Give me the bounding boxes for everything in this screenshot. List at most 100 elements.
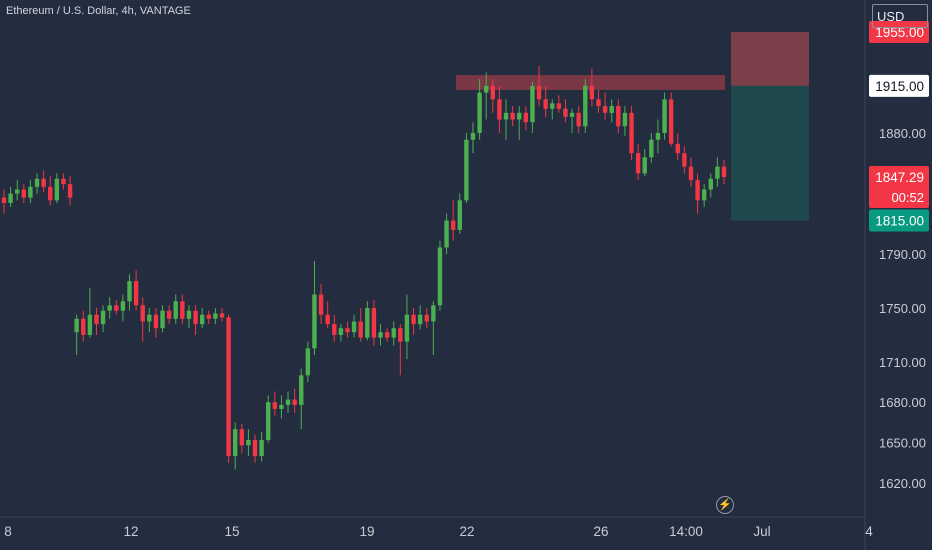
- entry-price-label: 1915.00: [875, 79, 924, 94]
- take-profit-zone[interactable]: [731, 85, 809, 221]
- candle-body: [715, 166, 720, 179]
- candle-body: [444, 220, 449, 248]
- candle-body: [662, 99, 667, 133]
- candle-body: [721, 166, 727, 178]
- candle-body: [34, 178, 40, 187]
- candle-body: [332, 324, 337, 335]
- candle-body: [147, 314, 152, 322]
- candle-body: [470, 133, 476, 140]
- candle-body: [503, 112, 509, 120]
- candle-body: [160, 310, 165, 329]
- stop-loss-zone[interactable]: [731, 32, 809, 86]
- candle-body: [622, 112, 628, 127]
- candle-body: [87, 314, 93, 335]
- candle-body: [8, 193, 13, 203]
- candle-body: [351, 321, 357, 333]
- candle-body: [186, 310, 192, 319]
- time-tick-label: 26: [593, 524, 608, 539]
- candle-body: [345, 328, 350, 333]
- candle-body: [635, 153, 641, 174]
- candle-body: [21, 189, 27, 198]
- candle-body: [133, 281, 139, 306]
- candle-body: [61, 178, 66, 185]
- candle-body: [259, 439, 264, 457]
- candle-body: [404, 314, 410, 342]
- candle-body: [596, 99, 601, 107]
- candle-body: [517, 112, 522, 120]
- candle-body: [523, 112, 529, 123]
- candle-body: [457, 200, 462, 230]
- candle-body: [285, 399, 291, 405]
- symbol-title: Ethereum / U.S. Dollar, 4h, VANTAGE: [6, 5, 191, 17]
- candle-body: [292, 399, 297, 405]
- price-tick-label: 1790.00: [879, 247, 926, 262]
- candle-body: [398, 328, 403, 342]
- time-tick-label: 12: [123, 524, 138, 539]
- candle-body: [649, 139, 654, 158]
- resistance-zone: [456, 75, 725, 90]
- candle-body: [510, 112, 515, 120]
- candle-body: [226, 317, 231, 457]
- price-tick-label: 1680.00: [879, 395, 926, 410]
- candle-body: [688, 166, 694, 181]
- entry-price-label-bg: [869, 74, 929, 97]
- candle-body: [246, 439, 251, 446]
- candle-body: [616, 106, 621, 127]
- candle-body: [140, 305, 145, 322]
- candle-body: [318, 294, 324, 315]
- time-tick-label: 22: [459, 524, 474, 539]
- price-tick-label: 1750.00: [879, 301, 926, 316]
- price-tick-label: 1620.00: [879, 476, 926, 491]
- candle-body: [239, 429, 244, 446]
- current-price-label: 1847.29: [875, 170, 924, 185]
- candle-body: [543, 99, 548, 109]
- currency-selector[interactable]: USD: [872, 4, 928, 28]
- candle-body: [655, 133, 661, 140]
- candle-body: [490, 85, 496, 100]
- stop-price-label: 1955.00: [875, 25, 924, 40]
- candle-body: [556, 103, 562, 109]
- candle-body: [629, 112, 634, 154]
- candle-body: [206, 314, 211, 319]
- lightning-icon[interactable]: ⚡: [716, 496, 734, 514]
- stop-price-label-bg: [869, 21, 929, 44]
- candle-body: [384, 332, 390, 338]
- candle-body: [602, 106, 608, 113]
- candle-body: [15, 189, 20, 194]
- candle-body: [48, 186, 53, 201]
- candle-body: [54, 178, 60, 201]
- candle-body: [497, 99, 502, 120]
- candle-body: [417, 314, 423, 325]
- candle-body: [94, 314, 99, 325]
- candle-body: [701, 189, 707, 201]
- candle-body: [213, 313, 218, 319]
- candle-body: [576, 112, 581, 127]
- candle-body: [252, 439, 258, 457]
- candle-body: [411, 314, 416, 325]
- time-tick-label: 15: [224, 524, 239, 539]
- candle-body: [299, 375, 304, 405]
- candle-body: [107, 305, 112, 311]
- time-tick-label: 4: [865, 524, 873, 539]
- current-price-label-bg: [869, 166, 929, 209]
- candle-body: [391, 328, 396, 338]
- price-tick-label: 1880.00: [879, 126, 926, 141]
- candle-body: [484, 85, 489, 93]
- candle-body: [153, 314, 159, 329]
- target-price-label: 1815.00: [875, 214, 924, 229]
- candle-body: [708, 178, 713, 190]
- candle-body: [325, 314, 330, 325]
- candle-body: [219, 313, 225, 318]
- candle-body: [378, 332, 383, 338]
- candle-body: [477, 92, 482, 133]
- candle-body: [668, 99, 674, 144]
- candle-body: [28, 186, 33, 198]
- candle-body: [180, 301, 185, 319]
- price-tick-label: 1650.00: [879, 436, 926, 451]
- candle-body: [450, 220, 456, 230]
- candle-body: [358, 321, 363, 338]
- candle-body: [642, 157, 647, 174]
- candle-body: [312, 294, 317, 349]
- candle-body: [589, 85, 595, 100]
